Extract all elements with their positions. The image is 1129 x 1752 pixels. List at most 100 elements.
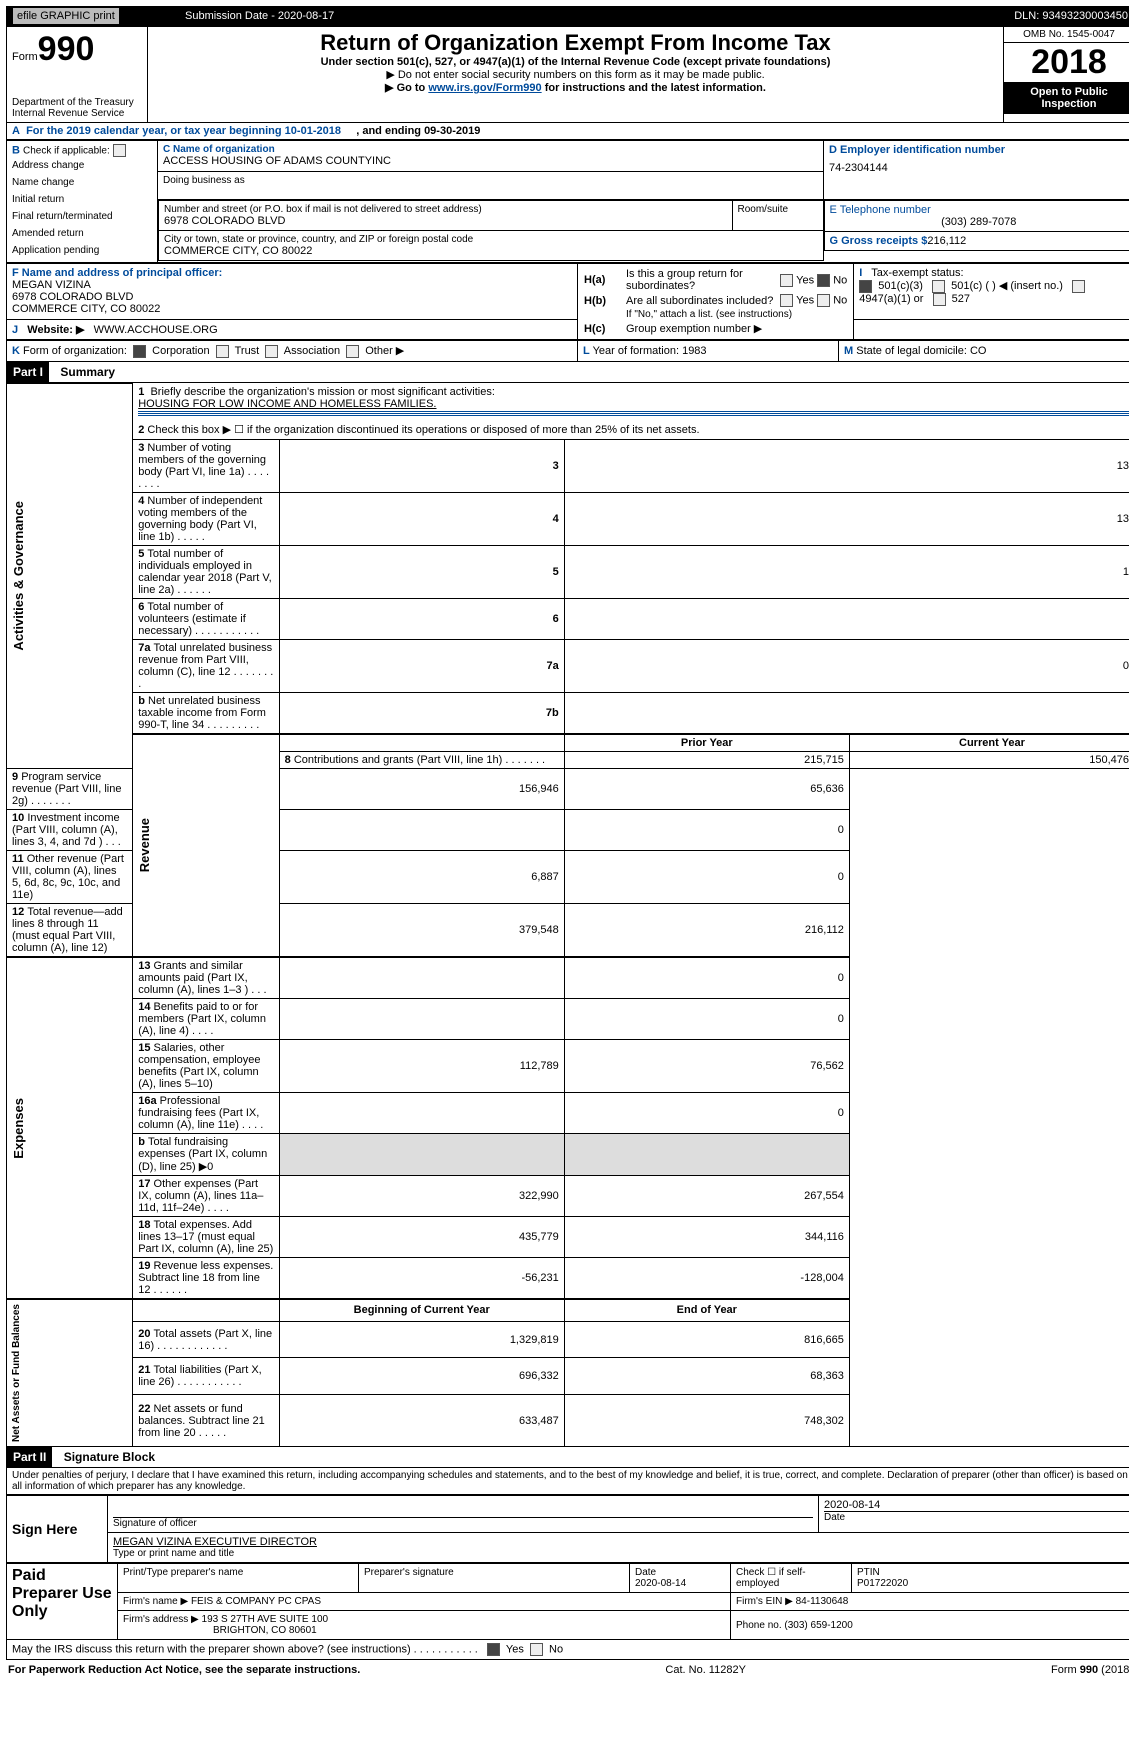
box-b-item: Final return/terminated	[12, 208, 152, 225]
goto-suffix: for instructions and the latest informat…	[542, 82, 766, 94]
phone-val: (303) 659-1200	[784, 1620, 852, 1631]
l16b-n: b	[138, 1136, 145, 1148]
org-name: ACCESS HOUSING OF ADAMS COUNTYINC	[163, 155, 818, 167]
l9-n: 9	[12, 771, 18, 783]
tax-exempt-opt: 501(c) ( ) ◀ (insert no.)	[932, 280, 1072, 292]
form-word: Form	[12, 51, 38, 63]
section-expenses: Expenses	[7, 1094, 30, 1163]
l20-n: 20	[138, 1328, 150, 1340]
beg-year-hdr: Beginning of Current Year	[279, 1299, 564, 1321]
officer-name: MEGAN VIZINA	[12, 279, 91, 291]
l16a-p	[279, 1093, 564, 1134]
checkbox-icon[interactable]	[817, 274, 830, 287]
part1-label: Part I	[7, 362, 49, 382]
line-a-text: For the 2019 calendar year, or tax year …	[26, 125, 341, 137]
line-a-letter: A	[12, 125, 20, 137]
l9-c: 65,636	[564, 769, 849, 810]
dln: DLN: 93493230003450	[715, 7, 1129, 26]
sign-date-label: Date	[824, 1511, 1129, 1523]
l7b-ln: 7b	[279, 693, 564, 735]
l7b-text: Net unrelated business taxable income fr…	[138, 695, 266, 731]
l3-label: 3	[138, 442, 144, 454]
l17-t: Other expenses (Part IX, column (A), lin…	[138, 1178, 263, 1214]
hc-text: Group exemption number ▶	[625, 321, 848, 336]
l1-value: HOUSING FOR LOW INCOME AND HOMELESS FAMI…	[138, 398, 436, 410]
city: COMMERCE CITY, CO 80022	[164, 245, 818, 257]
officer-street: 6978 COLORADO BLVD	[12, 291, 133, 303]
l17-c: 267,554	[564, 1176, 849, 1217]
l12-c: 216,112	[564, 904, 849, 958]
l8-p: 215,715	[564, 752, 849, 769]
subtitle2: ▶ Do not enter social security numbers o…	[153, 68, 998, 81]
l19-c: -128,004	[564, 1258, 849, 1300]
l1-label: 1	[138, 386, 144, 398]
perjury-text: Under penalties of perjury, I declare th…	[6, 1468, 1129, 1495]
hb-yes: Yes	[796, 294, 814, 306]
l19-t: Revenue less expenses. Subtract line 18 …	[138, 1260, 273, 1296]
tax-exempt-opt: 501(c)(3)	[859, 280, 932, 292]
box-j-text: Website: ▶	[27, 324, 84, 336]
box-l-label: L	[583, 345, 590, 357]
l21-p: 696,332	[279, 1358, 564, 1395]
end-year-hdr: End of Year	[564, 1299, 849, 1321]
print-label: Print/Type preparer's name	[118, 1564, 359, 1593]
ein: 74-2304144	[829, 162, 1129, 174]
l14-p	[279, 999, 564, 1040]
part1-title: Summary	[52, 365, 115, 379]
form-org-opt: Trust	[216, 345, 266, 357]
box-c-label: C Name of organization	[163, 144, 818, 155]
goto-link[interactable]: www.irs.gov/Form990	[428, 82, 541, 94]
ha-text: Is this a group return for subordinates?	[626, 268, 743, 292]
l22-t: Net assets or fund balances. Subtract li…	[138, 1403, 265, 1439]
l7a-val: 0	[564, 640, 1129, 693]
hb-text: Are all subordinates included?	[626, 295, 773, 307]
l10-n: 10	[12, 812, 24, 824]
l4-ln: 4	[279, 493, 564, 546]
l14-c: 0	[564, 999, 849, 1040]
sig-officer-label: Signature of officer	[113, 1517, 813, 1529]
box-b-item: Name change	[12, 174, 152, 191]
box-k-text: Form of organization:	[23, 345, 127, 357]
l16b-t: Total fundraising expenses (Part IX, col…	[138, 1136, 267, 1173]
box-l-text: Year of formation: 1983	[593, 345, 707, 357]
l20-p: 1,329,819	[279, 1321, 564, 1358]
checkbox-icon[interactable]	[780, 274, 793, 287]
goto-prefix: ▶ Go to	[385, 82, 428, 94]
l22-p: 633,487	[279, 1395, 564, 1447]
l13-n: 13	[138, 960, 150, 972]
street: 6978 COLORADO BLVD	[164, 215, 727, 227]
box-m-text: State of legal domicile: CO	[856, 345, 986, 357]
l9-t: Program service revenue (Part VIII, line…	[12, 771, 121, 807]
l15-c: 76,562	[564, 1040, 849, 1093]
firm-ein: 84-1130648	[796, 1596, 849, 1607]
checkbox-icon[interactable]	[780, 294, 793, 307]
l10-p	[279, 810, 564, 851]
l22-c: 748,302	[564, 1395, 849, 1447]
checkbox-icon[interactable]	[487, 1643, 500, 1656]
paid-preparer-label: Paid Preparer Use Only	[7, 1564, 118, 1640]
checkbox-icon[interactable]	[530, 1643, 543, 1656]
omb: OMB No. 1545-0047	[1004, 27, 1129, 43]
l20-c: 816,665	[564, 1321, 849, 1358]
l21-t: Total liabilities (Part X, line 26) . . …	[138, 1364, 262, 1388]
firm-name: FEIS & COMPANY PC CPAS	[191, 1596, 321, 1607]
ha-label: H(a)	[584, 274, 605, 286]
firm-ein-label: Firm's EIN ▶	[736, 1596, 793, 1607]
box-b-check: Check if applicable:	[23, 145, 110, 156]
box-j-label: J	[12, 324, 18, 336]
dba-label: Doing business as	[163, 175, 818, 186]
ptin-label: PTIN	[857, 1567, 880, 1578]
box-k-label: K	[12, 345, 20, 357]
checkbox-icon[interactable]	[113, 144, 126, 157]
l3-text: Number of voting members of the governin…	[138, 442, 269, 490]
prior-year-hdr: Prior Year	[564, 734, 849, 752]
l5-label: 5	[138, 548, 144, 560]
form-990: 990	[38, 30, 95, 68]
l11-n: 11	[12, 853, 24, 865]
checkbox-icon[interactable]	[817, 294, 830, 307]
box-b-item: Initial return	[12, 191, 152, 208]
box-b-item: Amended return	[12, 225, 152, 242]
box-m-label: M	[844, 345, 853, 357]
l14-t: Benefits paid to or for members (Part IX…	[138, 1001, 266, 1037]
ptin-val: P01722020	[857, 1578, 908, 1589]
